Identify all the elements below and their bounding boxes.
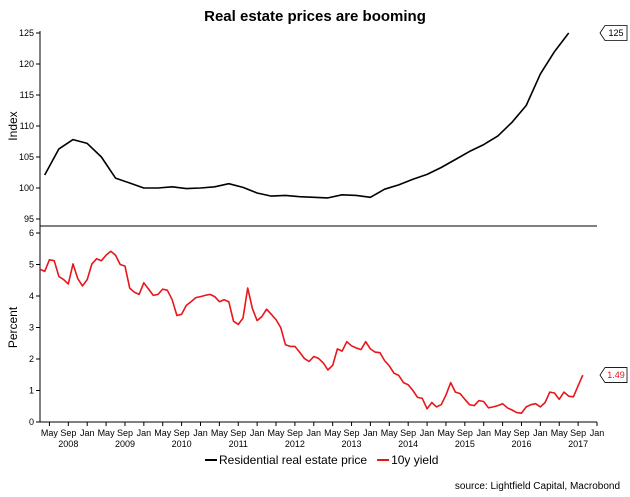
x-tick-label: Sep	[117, 428, 133, 438]
x-tick-label: Sep	[174, 428, 190, 438]
y-tick-label: 100	[19, 183, 34, 193]
x-tick-label: May	[324, 428, 342, 438]
y-tick-label: 125	[19, 28, 34, 38]
x-year-label: 2013	[342, 439, 362, 449]
x-year-label: 2012	[285, 439, 305, 449]
x-tick-label: Jan	[476, 428, 491, 438]
x-year-label: 2009	[115, 439, 135, 449]
x-tick-label: Sep	[513, 428, 529, 438]
x-tick-label: May	[551, 428, 569, 438]
x-tick-label: Jan	[363, 428, 378, 438]
y-tick-label: 95	[24, 214, 34, 224]
end-value-callout-yield: 1.49	[599, 367, 628, 383]
series-line-yield	[39, 250, 584, 414]
y-tick-label: 5	[29, 260, 34, 270]
callout-box	[599, 25, 628, 41]
chart-title: Real estate prices are booming	[204, 8, 426, 25]
x-tick-label: May	[154, 428, 172, 438]
callout-box	[599, 367, 628, 383]
x-year-label: 2015	[455, 439, 475, 449]
x-axis: May Sep Jan May Sep Jan May Sep Jan May Sep Jan May S…	[41, 422, 604, 449]
x-tick-label: Jan	[137, 428, 152, 438]
legend-label-price: Residential real estate price	[219, 453, 367, 467]
x-year-label: 2014	[398, 439, 418, 449]
x-tick-label: Sep	[570, 428, 586, 438]
x-tick-label: May	[98, 428, 116, 438]
y-axis-label: Index	[6, 111, 20, 140]
x-tick-label: Sep	[457, 428, 473, 438]
x-year-label: 2017	[568, 439, 588, 449]
x-tick-label: Jan	[307, 428, 322, 438]
x-tick-label: Jan	[590, 428, 605, 438]
x-tick-label: May	[381, 428, 399, 438]
legend-label-yield: 10y yield	[391, 453, 438, 467]
callout-value: 125	[608, 28, 623, 38]
end-value-callout-price: 125	[599, 25, 628, 41]
x-tick-label: Sep	[60, 428, 76, 438]
x-tick-label: May	[41, 428, 59, 438]
callout-value: 1.49	[607, 370, 625, 380]
y-tick-label: 120	[19, 59, 34, 69]
x-tick-label: Jan	[533, 428, 548, 438]
source-note: source: Lightfield Capital, Macrobond	[455, 481, 620, 492]
y-tick-label: 105	[19, 152, 34, 162]
x-tick-label: Jan	[193, 428, 208, 438]
y-tick-label: 110	[20, 121, 34, 131]
x-year-label: 2016	[511, 439, 531, 449]
x-tick-label: May	[494, 428, 512, 438]
panels-group: 95 100 105 110 115 120 125 Index 125 0 1 2 3 4 5 6 Perce…	[6, 25, 628, 427]
x-year-label: 2011	[229, 439, 248, 449]
x-year-label: 2010	[172, 439, 192, 449]
y-tick-label: 4	[29, 291, 34, 301]
x-tick-label: Jan	[80, 428, 95, 438]
y-tick-label: 115	[20, 90, 34, 100]
x-tick-label: Sep	[400, 428, 416, 438]
x-tick-label: May	[211, 428, 229, 438]
y-tick-label: 0	[29, 417, 34, 427]
x-tick-label: May	[437, 428, 455, 438]
x-tick-label: Jan	[250, 428, 265, 438]
legend: Residential real estate price 10y yield	[205, 453, 438, 467]
x-tick-label: Sep	[287, 428, 303, 438]
y-tick-label: 2	[29, 354, 34, 364]
x-year-label: 2008	[58, 439, 78, 449]
x-tick-label: May	[268, 428, 286, 438]
series-line-price	[43, 32, 570, 199]
y-tick-label: 6	[29, 228, 34, 238]
x-tick-label: Sep	[344, 428, 360, 438]
y-tick-label: 1	[29, 386, 34, 396]
y-axis-label: Percent	[6, 306, 20, 348]
y-tick-label: 3	[29, 323, 34, 333]
x-tick-label: Jan	[420, 428, 435, 438]
x-tick-label: Sep	[230, 428, 246, 438]
